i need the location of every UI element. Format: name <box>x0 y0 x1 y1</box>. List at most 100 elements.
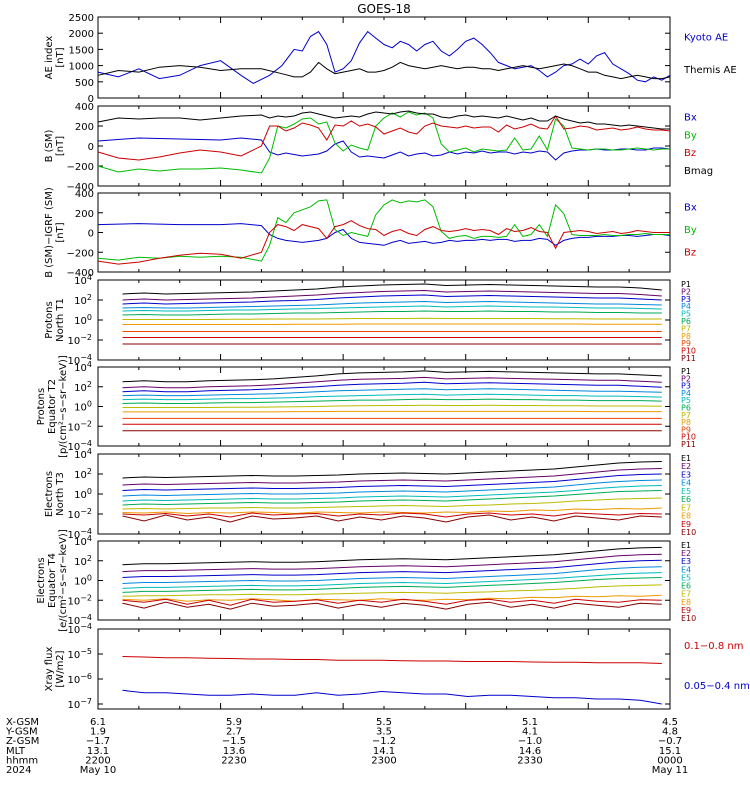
legend-p6: P6 <box>681 317 691 326</box>
legend-e5: E5 <box>681 573 691 582</box>
panel-pn: 104 102 100 10−2 10−4 Protons North T1 P1P2P3P4… <box>44 273 696 367</box>
series-e10 <box>122 514 662 523</box>
series-p7 <box>122 404 662 408</box>
orbit-value: 14.1 <box>373 746 395 757</box>
y-axis-label: Protons <box>44 301 55 338</box>
panel-en: 104 102 100 10−2 10−4 Electrons North T3 E1E2E3… <box>44 447 696 541</box>
y-tick-label: 0 <box>88 229 94 240</box>
series-p2 <box>122 289 662 301</box>
panel-bigrf: 400 200 0 −200 −400 B (SM)−IGRF (SM) [nT] Bx By B… <box>44 187 697 279</box>
orbit-value: 5.9 <box>226 717 242 728</box>
legend-p5: P5 <box>681 396 691 405</box>
orbit-label-y-gsm: Y-GSM <box>5 727 38 738</box>
series-bx <box>97 223 671 246</box>
panel-ae: 2500 2000 1500 1000 500 0 AE index [nT] Kyoto AE… <box>44 13 737 105</box>
series-e2 <box>122 553 662 573</box>
y-tick-label: 102 <box>74 554 92 568</box>
series-by <box>97 111 670 174</box>
orbit-value: 13.6 <box>223 746 245 757</box>
series-p6 <box>122 398 662 404</box>
legend-e6: E6 <box>681 582 691 591</box>
legend-p10: P10 <box>681 347 696 356</box>
orbit-value: −1.0 <box>518 736 542 747</box>
legend-e1: E1 <box>681 541 691 550</box>
y-axis-label: Electrons <box>44 471 55 517</box>
legend-kyoto-ae: Kyoto AE <box>684 32 728 43</box>
series-e2 <box>122 468 662 486</box>
y-axis-label: [nT] <box>55 222 66 242</box>
legend-p9: P9 <box>681 339 691 348</box>
y-tick-label: 104 <box>74 447 92 461</box>
legend-e8: E8 <box>681 512 691 521</box>
legend-e3: E3 <box>681 557 691 566</box>
series-p8 <box>122 410 662 413</box>
y-tick-label: 10−4 <box>67 439 92 453</box>
series-e5 <box>122 572 662 589</box>
orbit-value: 1.9 <box>90 727 106 738</box>
y-tick-label: −200 <box>67 162 94 173</box>
series-p2 <box>122 376 662 389</box>
orbit-value: 13.1 <box>87 746 109 757</box>
legend-p2: P2 <box>681 287 691 296</box>
series-e3 <box>122 559 662 578</box>
legend-bz: Bz <box>684 148 696 159</box>
orbit-label-2024: 2024 <box>6 765 31 776</box>
y-tick-label: 2500 <box>69 13 94 24</box>
legend-p4: P4 <box>681 302 691 311</box>
legend-e1: E1 <box>681 454 691 463</box>
panel-frame <box>97 16 671 99</box>
y-tick-label: 100 <box>74 487 92 501</box>
y-tick-label: 104 <box>74 534 92 548</box>
orbit-value: May 10 <box>80 765 117 776</box>
orbit-value: 5.5 <box>376 717 392 728</box>
panel-frame <box>97 628 671 710</box>
y-tick-label: 10−2 <box>67 419 92 433</box>
orbit-value: −1.5 <box>222 736 246 747</box>
series-e7 <box>122 497 662 510</box>
y-tick-label: 10−2 <box>67 593 92 607</box>
orbit-value: 2230 <box>221 755 246 766</box>
orbit-value: 4.1 <box>522 727 538 738</box>
legend-p5: P5 <box>681 310 691 319</box>
y-tick-label: −200 <box>67 248 94 259</box>
legend-e4: E4 <box>681 479 691 488</box>
series-p4 <box>122 300 662 309</box>
figure-title: GOES-18 <box>357 2 411 16</box>
legend-p11: P11 <box>681 354 696 363</box>
series-e9 <box>122 512 662 518</box>
legend-p8: P8 <box>681 332 691 341</box>
legend-p3: P3 <box>681 295 691 304</box>
legend-e9: E9 <box>681 606 691 615</box>
orbit-label-z-gsm: Z-GSM <box>6 736 39 747</box>
y-tick-label: 10−2 <box>67 507 92 521</box>
legend-e9: E9 <box>681 520 691 529</box>
series-p5 <box>122 305 662 312</box>
y-tick-label: 400 <box>75 189 94 200</box>
legend-p3: P3 <box>681 382 691 391</box>
y-tick-label: 10−5 <box>67 647 92 661</box>
series-e6 <box>122 490 662 506</box>
series-bz <box>97 220 670 265</box>
y-tick-label: 102 <box>74 380 92 394</box>
y-axis-label: [e/(cm²−s−sr−keV)] <box>58 529 69 632</box>
y-axis-label: B (SM)−IGRF (SM) <box>44 187 55 278</box>
panel-xray: 10−4 10−5 10−6 10−7 Xray flux [W/m2] 0.1−0.8 n… <box>44 622 750 711</box>
series-p1 <box>122 370 662 383</box>
orbit-value: May 11 <box>652 765 689 776</box>
y-axis-label: Electrons <box>36 557 47 603</box>
orbit-value: 6.1 <box>90 717 106 728</box>
y-axis-label: North T1 <box>55 298 66 342</box>
legend-p2: P2 <box>681 374 691 383</box>
y-tick-label: 0 <box>88 94 94 105</box>
y-tick-label: 102 <box>74 293 92 307</box>
series-0-1-0-8-nm <box>122 656 662 664</box>
legend-e8: E8 <box>681 598 691 607</box>
orbit-table: X-GSM 6.1 5.9 5.5 5.1 4.5 Y-GSM 1.9 2.7 3.5 4.1 4.8… <box>5 717 688 776</box>
legend-e4: E4 <box>681 565 691 574</box>
y-axis-label: AE index <box>44 36 55 80</box>
series-e7 <box>122 584 662 597</box>
y-tick-label: 10−4 <box>67 353 92 367</box>
y-tick-label: 10−4 <box>67 613 92 627</box>
y-axis-label: Xray flux <box>44 647 55 692</box>
orbit-value: 4.8 <box>662 727 678 738</box>
